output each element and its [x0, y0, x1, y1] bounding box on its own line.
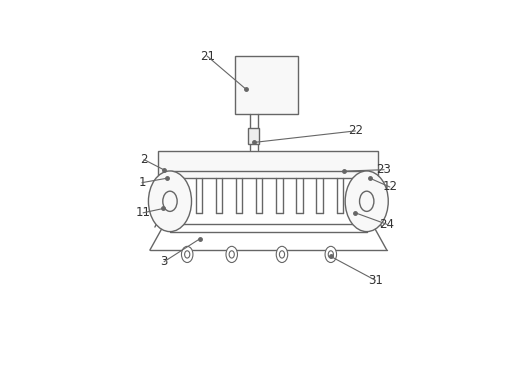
Ellipse shape: [185, 251, 190, 258]
Text: 1: 1: [139, 176, 146, 189]
Text: 21: 21: [200, 50, 215, 63]
Text: 31: 31: [368, 274, 383, 287]
Ellipse shape: [182, 246, 193, 263]
Bar: [235, 56, 298, 114]
Text: 11: 11: [136, 206, 151, 219]
Text: 24: 24: [380, 218, 394, 231]
Text: 12: 12: [382, 181, 397, 194]
Text: 22: 22: [348, 125, 363, 137]
Ellipse shape: [226, 246, 237, 263]
Ellipse shape: [345, 171, 388, 232]
Ellipse shape: [328, 251, 333, 258]
Ellipse shape: [325, 246, 337, 263]
Bar: [247, 128, 259, 144]
Ellipse shape: [279, 251, 285, 258]
Bar: [159, 151, 378, 178]
Ellipse shape: [229, 251, 234, 258]
Ellipse shape: [360, 191, 374, 211]
Ellipse shape: [149, 171, 192, 232]
Ellipse shape: [163, 191, 177, 211]
Text: 23: 23: [376, 163, 391, 176]
Text: 2: 2: [140, 153, 148, 166]
Text: 3: 3: [161, 255, 168, 268]
Ellipse shape: [276, 246, 288, 263]
